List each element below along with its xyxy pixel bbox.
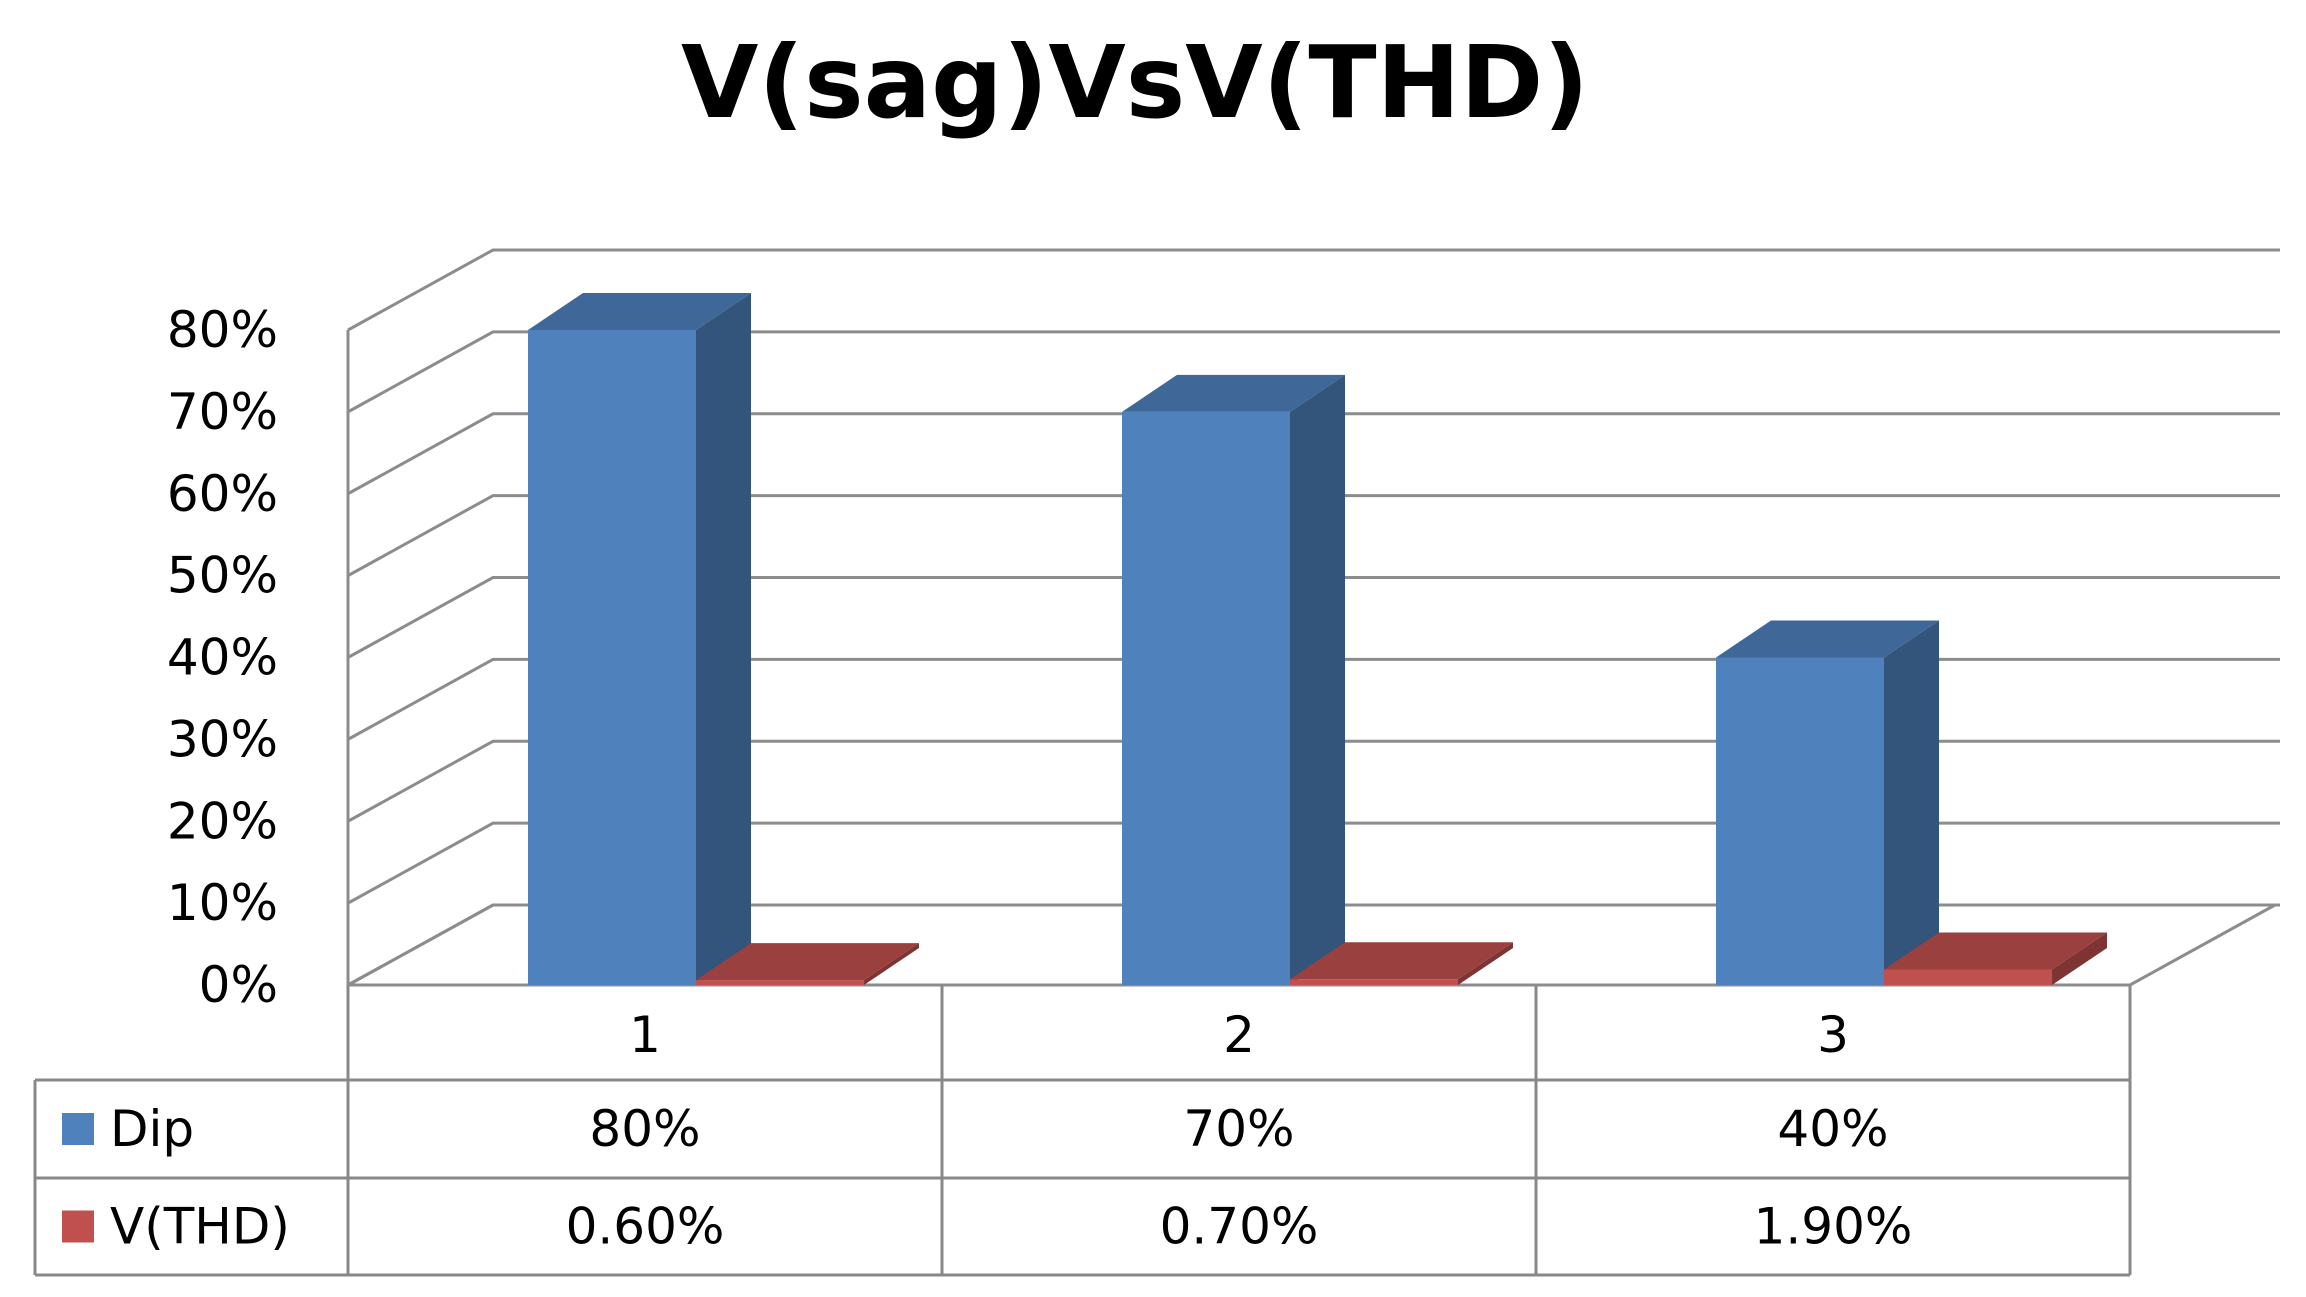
bar-side (1290, 374, 1345, 985)
data-value: 80% (589, 1100, 700, 1158)
legend-label: Dip (110, 1100, 194, 1158)
data-value: 0.70% (1160, 1198, 1319, 1256)
y-tick-label: 80% (167, 301, 278, 359)
gridline (347, 330, 2280, 414)
bar-top (696, 943, 919, 981)
bar-front (528, 330, 696, 985)
category-label: 2 (1223, 1006, 1255, 1064)
bar-side (2052, 932, 2107, 985)
bar-top (1122, 374, 1345, 412)
y-tick-label: 60% (167, 465, 278, 523)
data-value: 1.90% (1754, 1198, 1913, 1256)
bar-front (1884, 969, 2052, 985)
chart-title: V(sag)VsV(THD) (681, 24, 1589, 141)
y-axis-ticks: 0% 10% 20% 30% 40% 50% 60% 70% 80% (167, 301, 278, 1014)
bar-dip-3 (1716, 620, 1939, 985)
bar-front (1122, 411, 1290, 985)
gridline (347, 657, 2280, 741)
category-label: 1 (629, 1006, 661, 1064)
bar-side (696, 293, 751, 985)
gridline (347, 821, 2280, 905)
data-value: 70% (1183, 1100, 1294, 1158)
bar-side (864, 943, 919, 985)
y-tick-label: 0% (199, 956, 278, 1014)
gridline (347, 248, 2280, 332)
data-value: 40% (1777, 1100, 1888, 1158)
y-tick-label: 70% (167, 383, 278, 441)
y-tick-label: 30% (167, 710, 278, 768)
gridline (347, 576, 2280, 659)
y-tick-label: 10% (167, 874, 278, 932)
legend-label: V(THD) (110, 1198, 290, 1256)
bar-side (1884, 620, 1939, 985)
legend-swatch (62, 1113, 94, 1145)
bar-top (1884, 932, 2107, 970)
bar-v-thd--1 (696, 943, 919, 985)
gridline (347, 494, 2280, 577)
bar-v-thd--2 (1290, 942, 1513, 985)
bar-top (1716, 620, 1939, 658)
gridline (347, 412, 2280, 496)
bar-front (1716, 657, 1884, 985)
data-value: 0.60% (566, 1198, 725, 1256)
bar-dip-2 (1122, 374, 1345, 985)
bar-v-thd--3 (1884, 932, 2107, 985)
data-table: 1 2 3 Dip 80% 70% 40% V(THD) 0.60% 0.70% 1.90% (33, 985, 2132, 1277)
bar-top (528, 293, 751, 330)
bars (528, 293, 2107, 985)
gridline (347, 903, 2280, 987)
bar-side (1458, 942, 1513, 985)
y-tick-label: 50% (167, 547, 278, 605)
bar-top (1290, 942, 1513, 980)
gridline (347, 739, 2280, 823)
bar-front (1290, 979, 1458, 985)
bar-front (696, 980, 864, 985)
bar-dip-1 (528, 293, 751, 985)
y-tick-label: 40% (167, 629, 278, 687)
gridlines (347, 248, 2280, 987)
legend-swatch (62, 1210, 94, 1243)
category-label: 3 (1817, 1006, 1849, 1064)
y-tick-label: 20% (167, 792, 278, 850)
